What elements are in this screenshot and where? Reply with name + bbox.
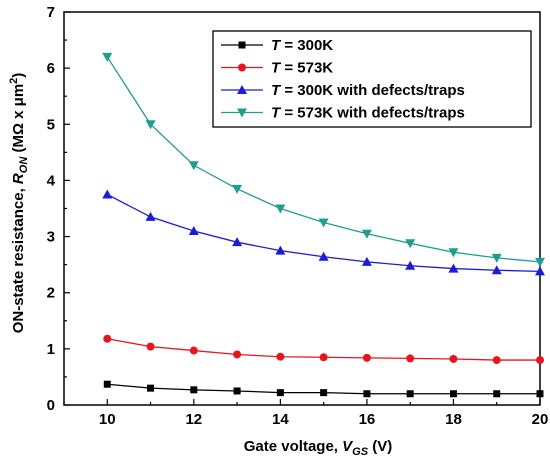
data-point [491, 253, 502, 263]
data-point [145, 211, 156, 221]
data-point [318, 251, 329, 261]
data-point [448, 248, 459, 258]
x-tick-label: 10 [99, 411, 116, 428]
data-point [189, 346, 198, 355]
data-point [405, 260, 416, 270]
data-point [536, 390, 544, 398]
data-point [232, 184, 243, 194]
data-point [535, 257, 545, 267]
data-point [145, 120, 156, 130]
data-point [320, 389, 328, 397]
data-point [405, 239, 416, 249]
series-2 [103, 334, 544, 365]
series-4 [102, 52, 545, 267]
data-point [276, 352, 285, 361]
legend-box [212, 30, 532, 128]
data-point [233, 387, 241, 395]
legend-entry: T = 300K [221, 37, 333, 54]
data-point [536, 356, 544, 365]
legend-entry: T = 300K with defects/traps [221, 82, 465, 99]
data-point [190, 386, 198, 394]
legend-label: T = 300K [271, 37, 333, 54]
data-point [318, 218, 329, 228]
data-point [491, 265, 502, 275]
data-point [449, 390, 457, 398]
legend-label: T = 300K with defects/traps [271, 82, 465, 99]
data-point [319, 353, 328, 362]
data-point [276, 389, 284, 397]
data-point [362, 353, 371, 362]
data-point [103, 334, 112, 343]
legend-entry: T = 573K [221, 60, 333, 77]
series-1 [103, 380, 544, 398]
data-point [448, 263, 459, 273]
data-point [275, 204, 286, 214]
data-point [103, 380, 111, 388]
y-tick-label: 3 [47, 229, 55, 246]
y-tick-label: 4 [47, 172, 56, 189]
legend-label: T = 573K [271, 60, 333, 77]
x-tick-label: 20 [532, 411, 549, 428]
data-point [188, 161, 199, 171]
data-point [146, 342, 155, 351]
series-layer [102, 52, 545, 398]
data-point [232, 237, 243, 247]
data-point [102, 52, 113, 62]
x-tick-label: 12 [185, 411, 202, 428]
data-point [449, 354, 458, 363]
data-point [493, 390, 501, 398]
y-axis-title: ON-state resistance, RON (MΩ x μm2) [8, 73, 30, 334]
y-tick-label: 2 [47, 285, 55, 302]
data-point [406, 390, 414, 398]
y-tick-label: 5 [47, 116, 55, 133]
data-point [233, 350, 242, 359]
data-point [535, 266, 545, 276]
data-point [406, 354, 415, 363]
series-3 [102, 189, 545, 276]
legend-marker [238, 41, 246, 49]
legend-marker [238, 63, 246, 72]
y-tick-label: 7 [47, 4, 55, 21]
data-point [147, 384, 155, 392]
x-tick-label: 16 [359, 411, 376, 428]
data-point [361, 229, 372, 239]
legend-marker [237, 108, 247, 118]
y-tick-label: 0 [47, 397, 55, 414]
y-tick-label: 6 [47, 60, 55, 77]
y-tick-label: 1 [47, 341, 55, 358]
data-point [275, 245, 286, 255]
x-axis-title: Gate voltage, VGS (V) [244, 438, 392, 458]
legend-label: T = 573K with defects/traps [271, 105, 465, 122]
data-point [188, 225, 199, 235]
data-point [102, 189, 113, 199]
x-tick-label: 14 [272, 411, 289, 428]
data-point [363, 390, 371, 398]
legend-marker [237, 85, 247, 94]
legend-entry: T = 573K with defects/traps [221, 105, 465, 122]
x-tick-label: 18 [445, 411, 462, 428]
legend: T = 300K T = 573K T = 300K with defects/tr… [212, 30, 532, 128]
data-point [492, 356, 501, 365]
data-point [361, 256, 372, 266]
